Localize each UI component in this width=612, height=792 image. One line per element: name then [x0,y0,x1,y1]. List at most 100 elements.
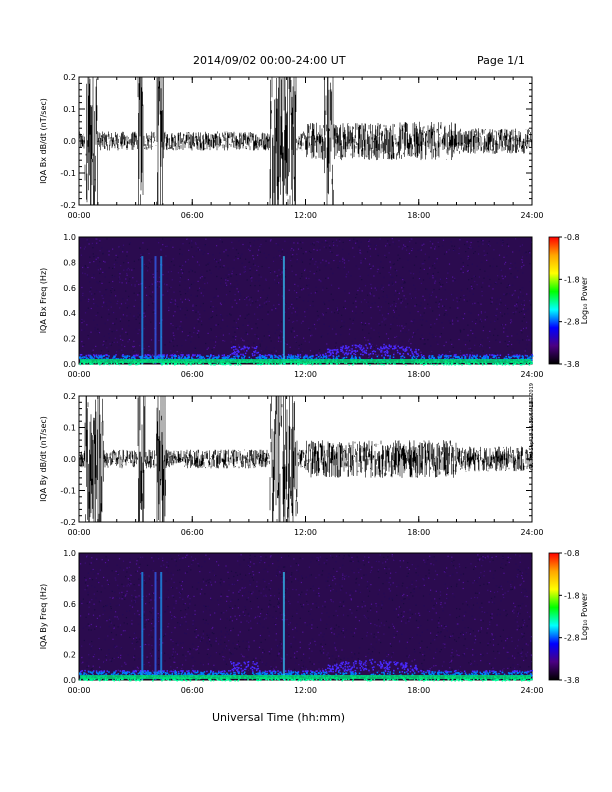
y-axis-label: IQA Bx Freq (Hz) [39,268,48,334]
spectrogram-cell [304,356,306,358]
spectrogram-cell [177,328,179,330]
spectrogram-cell [389,244,391,246]
spectrogram-cell [418,278,421,280]
spectrogram-cell [476,602,478,604]
spectrogram-cell [91,585,93,587]
spectrogram-cell [514,277,517,279]
spectrogram-cell [364,337,366,339]
spectrogram-cell [499,297,501,300]
spectrogram-cell [104,271,106,273]
spectrogram-cell [479,321,481,323]
spectrogram-cell [393,633,395,635]
spectrogram-cell [487,275,489,277]
spectrogram-cell [95,304,97,306]
spectrogram-cell [147,354,149,356]
spectrogram-cell [294,283,296,285]
spectrogram-cell [111,331,113,333]
spectrogram-cell [355,344,357,347]
spectrogram-cell [83,344,85,346]
spectrogram-cell [113,624,115,626]
spectrogram-lowband [80,359,531,363]
spectrogram-cell [337,312,339,314]
spectrogram-cell [318,661,320,663]
spectrogram-cell [234,293,236,296]
spectrogram-cell [482,620,484,622]
spectrogram-cell [307,287,309,289]
spectrogram-cell [117,256,119,258]
spectrogram-cell [125,617,127,619]
spectrogram-cell [293,247,295,249]
spectrogram-cell [423,355,425,357]
spectrogram-cell [395,272,397,274]
spectrogram-cell [302,300,305,302]
spectrogram-cell [110,344,112,346]
spectrogram-cell [207,332,209,334]
spectrogram-cell [505,261,507,263]
spectrogram-cell [129,278,131,280]
spectrogram-cell [106,347,108,349]
spectrogram-cell [168,307,170,309]
spectrogram-cell [407,303,409,305]
spectrogram-cell [352,241,355,243]
spectrogram-cell [521,259,524,261]
spectrogram-cell [182,354,184,356]
spectrogram-cell [279,273,281,276]
spectrogram-cell [489,278,491,281]
spectrogram-cell [238,351,240,353]
spectrogram-cell [460,268,462,270]
spectrogram-cell [113,263,115,265]
spectrogram-cell [230,616,232,618]
spectrogram-cell [383,356,385,359]
spectrogram-cell [245,258,247,260]
spectrogram-cell [116,596,118,598]
spectrogram-cell [328,300,330,302]
spectrogram-cell [149,349,151,351]
spectrogram-cell [277,356,279,359]
spectrogram-cell [126,299,128,301]
spectrogram-cell [219,302,222,304]
spectrogram-cell [523,303,525,305]
spectrogram-cell [150,274,152,276]
spectrogram-cell [524,588,526,590]
spectrogram-cell [444,583,446,585]
spectrogram-cell [437,307,439,309]
spectrogram-cell [163,354,165,356]
spectrogram-cell [304,316,306,318]
spectrogram-cell [530,362,532,365]
spectrogram-cell [188,271,190,273]
spectrogram-cell [191,242,193,244]
x-tick-label: 12:00 [294,528,317,537]
spectrogram-cell [335,352,338,355]
spectrogram-cell [322,354,325,357]
spectrogram-cell [172,332,174,334]
spectrogram-cell [216,245,218,247]
spectrogram-cell [388,284,390,286]
spectrogram-cell [483,583,485,585]
spectrogram-cell [492,288,494,290]
spectrogram-cell [149,615,151,617]
y-tick-label: -0.2 [60,518,76,527]
spectrogram-cell [182,557,184,559]
spectrogram-cell [268,267,270,269]
spectrogram-cell [396,270,398,272]
spectrogram-cell [366,363,368,365]
spectrogram-cell [522,649,524,651]
spectrogram-cell [435,261,437,263]
spectrogram-cell [480,312,483,315]
spectrogram-cell [385,346,388,349]
spectrogram-cell [495,357,498,359]
spectrogram-cell [341,578,343,580]
spectrogram-cell [424,259,426,262]
spectrogram-cell [106,288,108,290]
spectrogram-cell [422,261,424,264]
spectrogram-cell [173,264,175,266]
spectrogram-cell [400,612,402,614]
spectrogram-cell [526,339,528,341]
spectrogram-cell [354,653,356,655]
spectrogram-cell [166,570,168,572]
spectrogram-cell [341,347,344,349]
spectrogram-cell [490,298,492,300]
spectrogram-cell [92,349,94,351]
spectrogram-cell [225,282,227,284]
spectrogram-cell [122,251,124,253]
